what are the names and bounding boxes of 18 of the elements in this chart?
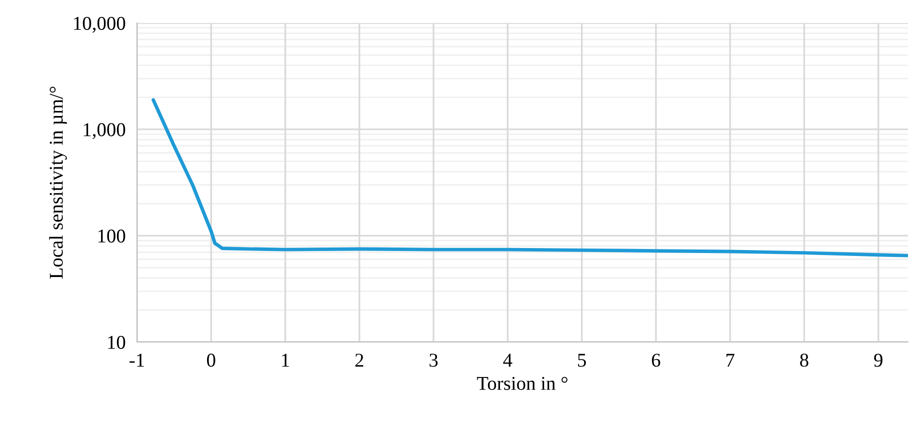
x-tick-label: 1 xyxy=(282,354,289,367)
x-tick-label: 5 xyxy=(578,354,586,367)
x-tick-label: 6 xyxy=(652,354,660,367)
x-tick-label: -1 xyxy=(130,354,144,367)
x-tick-label: 3 xyxy=(430,354,438,367)
y-tick-label: 1,000 xyxy=(84,123,126,140)
y-tick-label: 10 xyxy=(108,336,126,349)
x-axis-title: Torsion in ° xyxy=(476,376,568,390)
x-tick-label: 0 xyxy=(207,354,216,367)
y-tick-label: 100 xyxy=(98,229,126,243)
x-tick-label: 4 xyxy=(503,354,512,367)
x-tick-label: 8 xyxy=(800,354,808,367)
line-series xyxy=(152,98,908,258)
y-tick-label: 10,000 xyxy=(74,16,126,33)
x-tick-label: 9 xyxy=(874,354,882,367)
x-tick-label: 2 xyxy=(355,354,364,367)
y-axis-title: Local sensitivity in µm/° xyxy=(49,86,67,279)
x-tick-label: 7 xyxy=(726,354,734,367)
